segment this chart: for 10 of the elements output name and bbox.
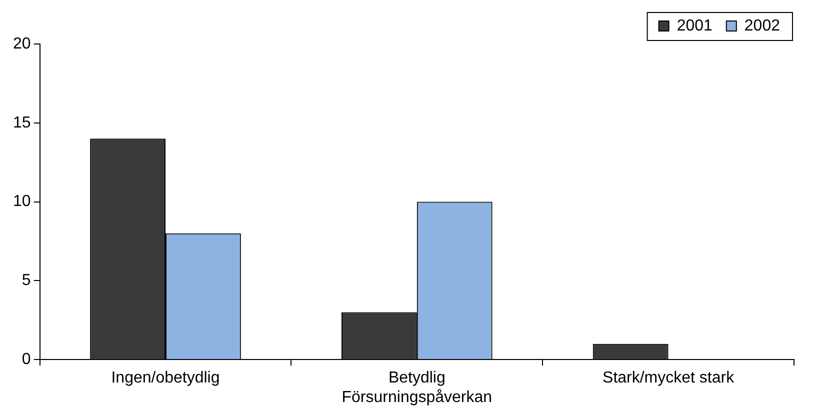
legend-label: 2001 — [676, 17, 713, 34]
y-tick-label: 20 — [13, 35, 31, 52]
legend-label: 2002 — [744, 17, 780, 34]
x-tick-label: Betydlig Försurningspåverkan — [342, 370, 492, 406]
x-tick-label: Stark/mycket stark — [602, 370, 736, 387]
y-tick-label: 0 — [22, 351, 31, 368]
x-tick-label: Ingen/obetydlig — [111, 370, 220, 387]
y-tick-label: 5 — [22, 272, 31, 290]
y-tick-label: 15 — [13, 114, 31, 132]
y-tick-label: 10 — [13, 193, 31, 210]
